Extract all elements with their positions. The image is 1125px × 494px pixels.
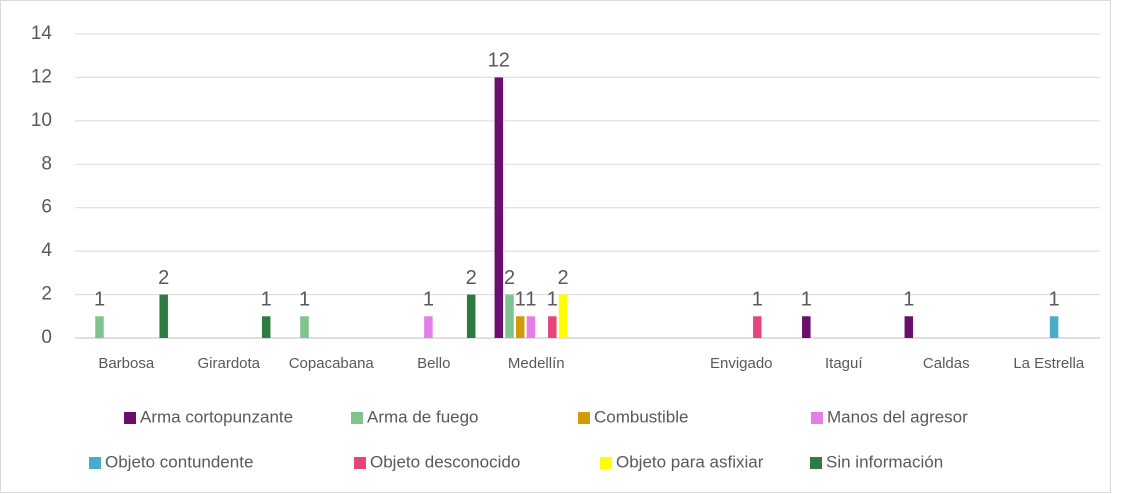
legend-label: Arma de fuego [367,407,479,426]
bar [515,316,525,338]
data-label: 2 [466,267,477,289]
bar [261,316,271,338]
bar [802,316,811,338]
x-tick-label: Medellín [508,355,565,372]
data-label: 1 [94,289,105,311]
data-label: 12 [488,50,510,72]
y-tick-label: 10 [31,110,52,131]
bar [753,316,762,338]
data-label: 1 [261,289,272,311]
legend-label: Objeto desconocido [370,452,520,471]
x-tick-label: La Estrella [1013,355,1085,372]
legend-swatch [600,457,612,469]
x-tick-label: Envigado [710,355,773,372]
bar [466,294,476,338]
legend-label: Objeto para asfixiar [616,452,764,471]
data-label: 2 [504,267,515,289]
bar [505,294,514,338]
bar [300,316,309,338]
bar [526,316,536,338]
bar [904,316,914,338]
x-tick-label: Caldas [923,355,970,372]
legend-label: Arma cortopunzante [140,407,293,426]
y-tick-label: 6 [41,197,52,218]
legend-label: Sin información [826,452,943,471]
bar [1049,316,1059,338]
data-label: 1 [515,289,526,311]
y-tick-label: 8 [41,153,52,174]
y-tick-label: 12 [31,66,52,87]
data-label: 2 [557,267,568,289]
data-label: 1 [525,289,536,311]
y-tick-label: 2 [41,284,52,305]
data-label: 2 [158,267,169,289]
x-tick-label: Bello [417,355,450,372]
legend-swatch [810,457,822,469]
bar [159,294,168,338]
legend-swatch [578,412,590,424]
legend-swatch [811,412,823,424]
data-label: 1 [903,289,914,311]
legend-swatch [351,412,363,424]
bar [494,77,504,338]
x-tick-label: Copacabana [289,355,375,372]
data-label: 1 [801,289,812,311]
x-tick-label: Girardota [197,355,260,372]
data-label: 1 [1049,289,1060,311]
data-label: 1 [423,289,434,311]
legend-swatch [354,457,366,469]
x-tick-label: Itaguí [825,355,863,372]
data-label: 1 [299,289,310,311]
data-label: 1 [547,289,558,311]
bar [95,316,104,338]
legend-label: Objeto contundente [105,452,253,471]
y-tick-label: 4 [41,240,52,261]
bar [424,316,433,338]
legend-label: Manos del agresor [827,407,968,426]
legend-swatch [89,457,101,469]
x-tick-label: Barbosa [98,355,155,372]
bar [558,294,568,338]
legend-label: Combustible [594,407,689,426]
data-label: 1 [752,289,763,311]
y-tick-label: 14 [31,23,53,44]
legend-swatch [124,412,136,424]
y-tick-label: 0 [41,327,52,348]
bar [548,316,557,338]
